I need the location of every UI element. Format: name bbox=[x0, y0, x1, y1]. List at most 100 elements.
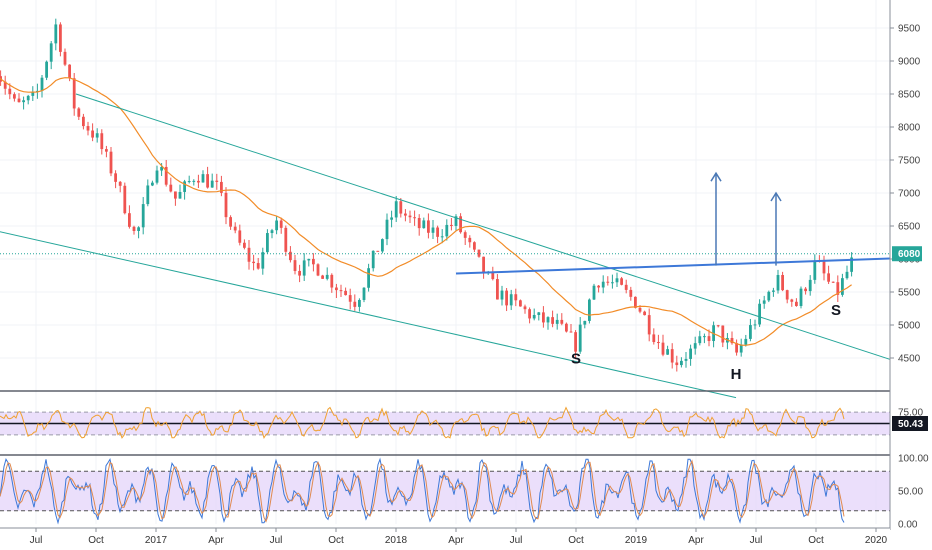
candle-body bbox=[279, 220, 283, 228]
time-tick-label: 2020 bbox=[865, 535, 888, 546]
target-arrow[interactable] bbox=[770, 191, 782, 266]
candle-body bbox=[450, 224, 453, 226]
candle-body bbox=[77, 108, 81, 117]
candle-body bbox=[739, 344, 743, 353]
candle-body bbox=[735, 343, 738, 353]
candle-body bbox=[795, 301, 798, 306]
candle-body bbox=[666, 349, 669, 355]
candle-body bbox=[59, 24, 62, 52]
candle-body bbox=[344, 290, 347, 296]
candle-body bbox=[118, 181, 122, 186]
candle-body bbox=[647, 315, 651, 335]
channel-lower-line[interactable] bbox=[0, 213, 737, 399]
candle-body bbox=[463, 232, 467, 238]
candle-body bbox=[187, 181, 191, 183]
candle-body bbox=[762, 300, 766, 304]
candle-body bbox=[670, 349, 674, 363]
candle-body bbox=[578, 324, 582, 352]
price-tick-label: 9500 bbox=[898, 24, 921, 35]
candle-body bbox=[431, 227, 435, 233]
candle-body bbox=[132, 226, 136, 231]
candle-body bbox=[753, 324, 757, 326]
time-tick-label: Oct bbox=[328, 535, 344, 546]
candle-body bbox=[220, 181, 223, 193]
time-tick-label: Jul bbox=[270, 535, 283, 546]
candle-body bbox=[82, 116, 85, 127]
candle-body bbox=[68, 64, 71, 79]
candle-body bbox=[491, 272, 495, 280]
stochastic-panel bbox=[0, 457, 890, 525]
candle-body bbox=[95, 133, 99, 138]
candle-body bbox=[206, 174, 209, 188]
candle-body bbox=[256, 263, 260, 269]
candle-body bbox=[321, 275, 324, 279]
candle-body bbox=[31, 91, 35, 96]
candle-body bbox=[123, 185, 127, 214]
candle-body bbox=[680, 360, 683, 366]
rsi-line bbox=[0, 406, 845, 440]
candle-body bbox=[781, 275, 784, 291]
time-tick-label: Jul bbox=[30, 535, 43, 546]
candle-body bbox=[675, 362, 679, 366]
candle-body bbox=[307, 258, 311, 261]
candle-body bbox=[86, 126, 90, 131]
candle-body bbox=[224, 192, 228, 218]
candle-body bbox=[371, 250, 375, 269]
candle-body bbox=[698, 336, 702, 344]
candle-body bbox=[17, 98, 21, 103]
candle-body bbox=[146, 185, 150, 205]
rsi-value-tag bbox=[892, 416, 928, 431]
time-tick-label: Apr bbox=[208, 535, 224, 546]
candle-body bbox=[367, 268, 370, 288]
neckline[interactable] bbox=[455, 257, 897, 275]
candle-body bbox=[109, 151, 113, 174]
candle-body bbox=[528, 309, 531, 319]
price-axis[interactable]: 9500900085008000750070006500600055005000… bbox=[889, 0, 932, 550]
candle-body bbox=[790, 299, 794, 302]
candle-body bbox=[721, 325, 725, 343]
pattern-label: S bbox=[571, 350, 581, 367]
channel-upper-line[interactable] bbox=[75, 93, 897, 362]
candle-body bbox=[353, 301, 357, 307]
candle-body bbox=[845, 271, 849, 279]
last-price-tag bbox=[892, 246, 922, 262]
candle-body bbox=[804, 288, 807, 292]
candle-body bbox=[500, 290, 504, 300]
candle-body bbox=[385, 219, 389, 240]
candle-body bbox=[537, 312, 541, 315]
candle-body bbox=[496, 279, 499, 300]
time-tick-label: 2018 bbox=[385, 535, 408, 546]
candle-body bbox=[841, 278, 844, 295]
candle-body bbox=[473, 242, 476, 250]
candle-body bbox=[114, 173, 117, 182]
candle-body bbox=[100, 133, 104, 150]
price-tick-label: 6500 bbox=[898, 222, 921, 233]
rsi-tick-label: 75.00 bbox=[898, 408, 923, 419]
candle-body bbox=[270, 230, 274, 234]
candle-body bbox=[362, 287, 366, 300]
candle-body bbox=[178, 191, 182, 199]
price-tick-label: 4500 bbox=[898, 354, 921, 365]
candle-body bbox=[542, 312, 545, 323]
candle-body bbox=[611, 282, 614, 284]
candle-body bbox=[850, 257, 853, 272]
candle-body bbox=[785, 290, 789, 300]
candle-body bbox=[523, 306, 527, 310]
candle-body bbox=[652, 334, 656, 343]
time-axis[interactable]: Jul Oct 2017 Apr Jul Oct 2018 Apr Jul Oct 2019 Apr J… bbox=[0, 527, 890, 550]
candle-body bbox=[555, 319, 559, 324]
candle-body bbox=[266, 233, 269, 253]
rsi-value: 50.43 bbox=[898, 419, 923, 430]
target-arrow[interactable] bbox=[710, 171, 722, 266]
candle-body bbox=[560, 319, 564, 324]
candle-body bbox=[192, 180, 196, 182]
candle-body bbox=[703, 336, 706, 338]
candle-body bbox=[49, 43, 53, 62]
candle-body bbox=[661, 342, 665, 355]
candle-body bbox=[215, 180, 219, 182]
candle-body bbox=[298, 270, 301, 276]
candle-body bbox=[155, 170, 159, 183]
pattern-label: S bbox=[831, 302, 841, 319]
candle-body bbox=[620, 278, 623, 285]
